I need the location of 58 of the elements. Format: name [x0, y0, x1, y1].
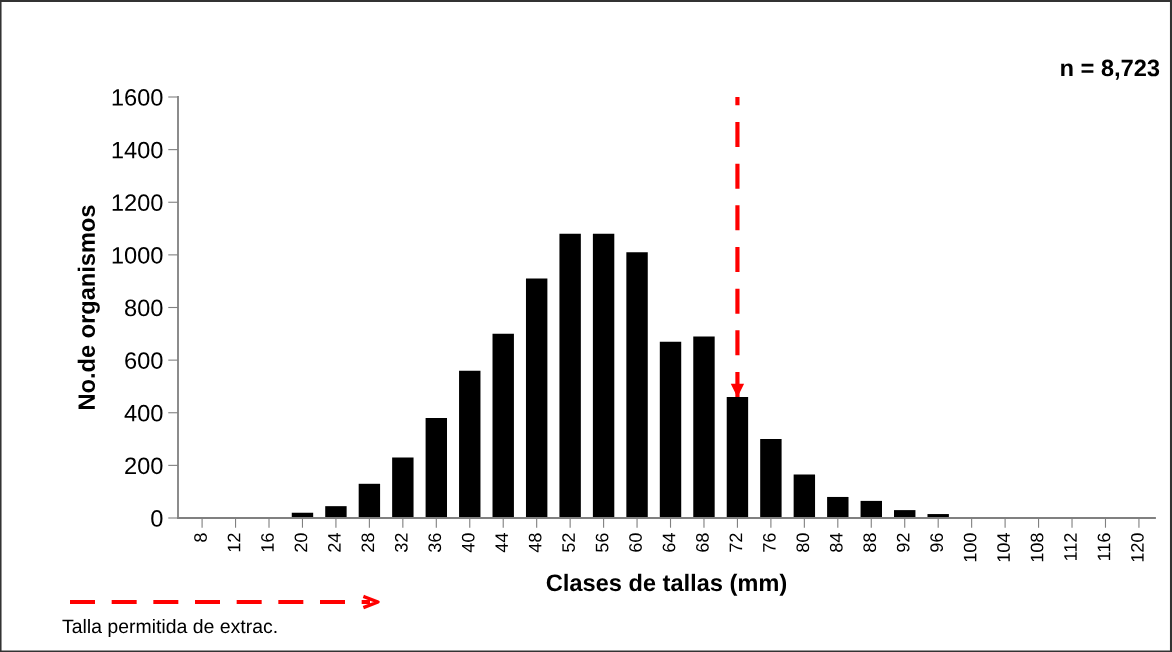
x-tick-label: 108 — [1030, 533, 1044, 562]
bar — [659, 341, 682, 518]
x-tick-label: 20 — [294, 533, 308, 552]
bar — [793, 474, 816, 518]
x-tick-label: 116 — [1097, 533, 1111, 560]
bar — [425, 418, 448, 518]
x-tick-label: 100 — [963, 533, 977, 562]
bar — [392, 457, 414, 518]
x-tick-label: 80 — [796, 533, 810, 552]
x-tick-label: 88 — [863, 533, 877, 552]
y-tick-label: 1400 — [112, 141, 163, 159]
y-axis-title: No.de organismos — [77, 205, 100, 409]
x-tick-label: 36 — [428, 533, 442, 552]
bar — [459, 370, 481, 518]
y-tick-label: 1600 — [112, 89, 163, 106]
y-tick-label: 200 — [125, 457, 163, 475]
x-tick-label: 76 — [762, 533, 776, 552]
x-tick-label: 56 — [595, 533, 609, 552]
x-tick-label: 120 — [1131, 533, 1144, 562]
y-tick-label: 600 — [125, 352, 163, 369]
bar — [827, 496, 849, 518]
x-tick-label: 104 — [997, 533, 1010, 562]
x-tick-label: 24 — [327, 533, 341, 552]
bar — [760, 439, 782, 518]
bar — [492, 333, 514, 518]
x-tick-label: 52 — [562, 533, 575, 552]
x-tick-label: 40 — [461, 533, 475, 553]
x-tick-label: 28 — [361, 533, 375, 552]
x-tick-label: 112 — [1064, 533, 1077, 560]
x-tick-label: 12 — [227, 533, 241, 552]
text: Talla permitida de extrac. — [62, 618, 277, 638]
x-tick-label: 64 — [662, 533, 676, 552]
x-tick-label: 68 — [696, 533, 709, 552]
bar — [325, 506, 347, 518]
bar — [860, 500, 882, 518]
x-tick-label: 44 — [495, 533, 508, 553]
x-tick-label: 32 — [394, 533, 408, 552]
x-tick-label: 92 — [896, 533, 910, 552]
text: n = 8,723 — [1061, 59, 1160, 80]
x-tick-label: 8 — [194, 533, 207, 542]
x-tick-label: 72 — [729, 533, 743, 552]
bar — [592, 233, 615, 518]
bar — [525, 278, 548, 518]
x-tick-label: 96 — [930, 533, 944, 552]
y-tick-label: 400 — [124, 404, 163, 422]
y-tick-label: 800 — [125, 299, 163, 317]
x-tick-label: 16 — [261, 533, 274, 552]
x-tick-label: 60 — [629, 533, 642, 552]
bar — [358, 483, 381, 518]
y-tick-label: 0 — [151, 510, 163, 527]
bar — [626, 252, 648, 518]
bar — [559, 233, 581, 518]
x-tick-label: 84 — [829, 533, 843, 552]
y-tick-label: 1200 — [112, 194, 163, 212]
bar — [693, 336, 715, 518]
x-axis-title: Clases de tallas (mm) — [546, 573, 787, 596]
y-tick-label: 1000 — [112, 246, 163, 264]
x-tick-label: 48 — [528, 533, 542, 553]
